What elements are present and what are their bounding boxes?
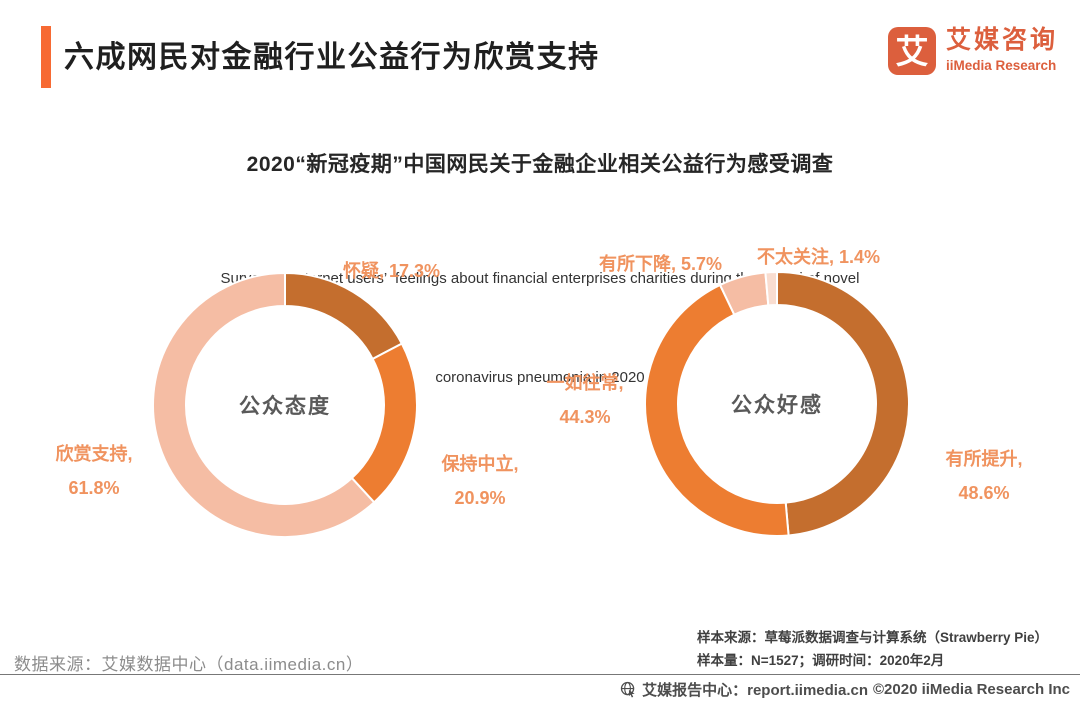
chart-subtitle: Survey on Internet users’ feelings about… <box>0 196 1080 460</box>
donut-slice-1 <box>644 283 790 537</box>
data-source-note: 数据来源：艾媒数据中心（data.iimedia.cn） <box>14 655 364 674</box>
globe-icon <box>620 681 637 698</box>
chart-subtitle-line1: Survey on Internet users’ feelings about… <box>220 270 860 287</box>
footer-report-center: 艾媒报告中心：report.iimedia.cn <box>642 682 868 699</box>
donut-slice-3 <box>764 270 778 307</box>
chart-title: 2020“新冠疫期”中国网民关于金融企业相关公益行为感受调查 <box>246 153 834 176</box>
label-support: 欣赏支持, 61.8% <box>55 444 133 498</box>
donut-slice-2 <box>152 271 376 538</box>
logo-name-cn: 艾媒咨询 <box>945 26 1058 54</box>
donut-slice-1 <box>350 342 418 504</box>
iimedia-logo: 艾 艾媒咨询 iiMedia Research <box>887 26 1058 75</box>
iimedia-logo-icon: 艾 <box>887 27 936 75</box>
chart-subtitle-line2: coronavirus pneumonia in 2020 <box>435 369 645 386</box>
sample-notes: 样本来源：草莓派数据调查与计算系统（Strawberry Pie） 样本量：N=… <box>697 626 1048 672</box>
donut-chart-public-favorability: 公众好感 <box>642 269 912 539</box>
label-improved: 有所提升, 48.6% <box>945 449 1023 503</box>
footer: 艾媒报告中心：report.iimedia.cn ©2020 iiMedia R… <box>620 679 1070 700</box>
label-as-usual: 一如往常, 44.3% <box>546 373 624 427</box>
sample-source-note: 样本来源：草莓派数据调查与计算系统（Strawberry Pie） <box>697 630 1049 645</box>
label-doubt: 怀疑, 17.3% <box>343 261 441 281</box>
label-neutral: 保持中立, 20.9% <box>441 454 519 508</box>
donut-slice-0 <box>284 271 404 361</box>
logo-name-en: iiMedia Research <box>945 57 1057 73</box>
footer-copyright: ©2020 iiMedia Research Inc <box>873 681 1070 698</box>
donut-slice-0 <box>776 270 910 537</box>
iimedia-logo-text: 艾媒咨询 iiMedia Research <box>945 26 1058 73</box>
footer-divider <box>0 674 1080 675</box>
sample-size-note: 样本量：N=1527；调研时间：2020年2月 <box>697 653 945 668</box>
title-accent-bar <box>41 26 51 88</box>
label-not-concerned: 不太关注, 1.4% <box>757 247 881 267</box>
label-decreased: 有所下降, 5.7% <box>599 254 723 274</box>
donut-chart-public-attitude: 公众态度 <box>150 270 420 540</box>
page-title: 六成网民对金融行业公益行为欣赏支持 <box>64 41 600 74</box>
